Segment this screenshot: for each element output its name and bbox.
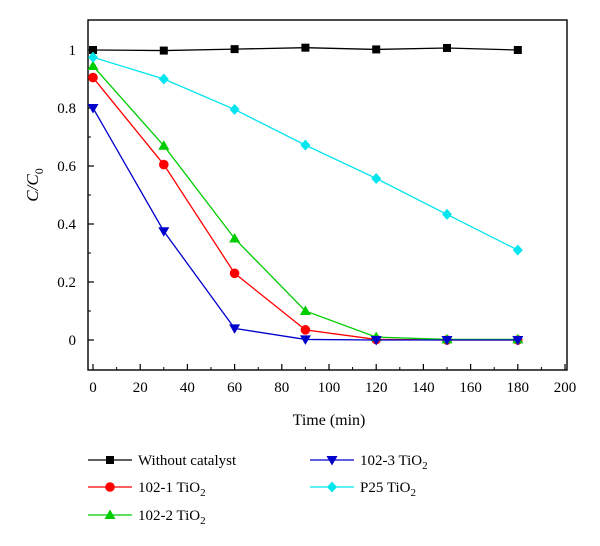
- data-point: [441, 336, 453, 346]
- series-layer: [87, 43, 524, 346]
- legend-marker: [106, 456, 114, 464]
- y-tick-label: 0.6: [57, 159, 76, 175]
- legend-label-main: 102-2 TiO: [138, 508, 200, 524]
- data-point: [229, 103, 240, 115]
- data-point: [158, 140, 170, 150]
- data-point: [87, 60, 99, 70]
- y-tick-label: 0.8: [57, 101, 76, 117]
- legend-item: P25 TiO2: [310, 480, 416, 499]
- series-line: [92, 56, 519, 251]
- y-tick-label: 0: [69, 333, 77, 349]
- legend-label: P25 TiO2: [360, 480, 416, 499]
- data-point: [299, 305, 311, 315]
- x-tick-label: 200: [554, 380, 577, 396]
- legend-label-main: 102-1 TiO: [138, 480, 200, 496]
- legend-item: 102-1 TiO2: [88, 480, 206, 499]
- legend-label: 102-1 TiO2: [138, 480, 206, 499]
- legend-marker: [104, 509, 116, 519]
- y-axis-label: C/C0: [23, 168, 46, 201]
- y-tick-label: 1: [69, 43, 77, 59]
- plot-frame: [87, 19, 568, 371]
- legend-label-main: Without catalyst: [138, 453, 237, 469]
- data-point: [229, 233, 241, 243]
- x-tick-label: 60: [227, 380, 242, 396]
- x-tick-label: 180: [507, 380, 530, 396]
- data-point: [158, 227, 170, 237]
- legend-label-subscript: 2: [410, 487, 416, 499]
- series-line: [92, 65, 518, 341]
- data-point: [229, 268, 240, 279]
- x-axis-label: Time (min): [293, 412, 366, 429]
- data-point: [372, 45, 381, 54]
- legend-item: 102-2 TiO2: [88, 508, 206, 527]
- data-point: [513, 46, 522, 54]
- x-tick-label: 100: [318, 380, 341, 396]
- plot-area-border: [87, 19, 568, 371]
- legend-label-subscript: 2: [200, 515, 206, 527]
- data-point: [370, 336, 382, 346]
- series-line: [92, 77, 518, 341]
- data-point: [159, 46, 168, 55]
- data-point: [371, 172, 382, 184]
- legend-label: Without catalyst: [138, 453, 237, 469]
- legend-marker: [327, 481, 337, 493]
- series-1: [89, 43, 522, 55]
- data-point: [299, 335, 311, 345]
- series-5: [88, 51, 523, 256]
- data-point: [512, 244, 523, 256]
- y-tick-label: 0.2: [57, 275, 76, 291]
- data-point: [158, 73, 169, 85]
- x-tick-label: 0: [89, 380, 97, 396]
- data-point: [300, 325, 311, 335]
- data-point: [87, 104, 99, 114]
- legend-label-subscript: 2: [422, 460, 428, 472]
- x-tick-label: 160: [459, 380, 482, 396]
- data-point: [229, 324, 241, 334]
- legend-label-subscript: 2: [200, 487, 206, 499]
- series-3: [87, 60, 524, 344]
- data-point: [301, 43, 310, 52]
- data-point: [89, 46, 97, 54]
- x-tick-label: 20: [133, 380, 148, 396]
- legend-label-main: P25 TiO: [360, 480, 411, 496]
- legend-item: Without catalyst: [88, 453, 237, 469]
- data-point: [159, 159, 169, 170]
- data-point: [300, 139, 311, 151]
- data-point: [512, 336, 524, 346]
- legend-label: 102-2 TiO2: [138, 508, 206, 527]
- legend-label-main: 102-3 TiO: [360, 453, 422, 469]
- y-axis-label-subscript: 0: [32, 168, 46, 174]
- x-tick-label: 120: [365, 380, 388, 396]
- data-point: [88, 72, 98, 83]
- x-tick-label: 40: [180, 380, 195, 396]
- data-point: [442, 208, 452, 220]
- legend-label: 102-3 TiO2: [360, 453, 428, 472]
- y-tick-label: 0.4: [57, 217, 76, 233]
- legend-item: 102-3 TiO2: [310, 453, 428, 472]
- series-4: [87, 104, 524, 346]
- series-2: [88, 72, 523, 345]
- y-axis-label-main: C/C: [23, 174, 42, 202]
- legend-marker: [326, 456, 338, 466]
- x-tick-label: 140: [412, 380, 435, 396]
- data-point: [443, 43, 451, 52]
- x-axis-ticks: 0 20 40 60 80 100 120 140 160 180 200: [89, 364, 576, 396]
- y-axis-ticks: 0 0.2 0.4 0.6 0.8 1: [57, 43, 94, 349]
- data-point: [88, 51, 98, 63]
- legend-marker: [105, 482, 115, 492]
- x-tick-label: 80: [274, 380, 289, 396]
- data-point: [230, 45, 239, 54]
